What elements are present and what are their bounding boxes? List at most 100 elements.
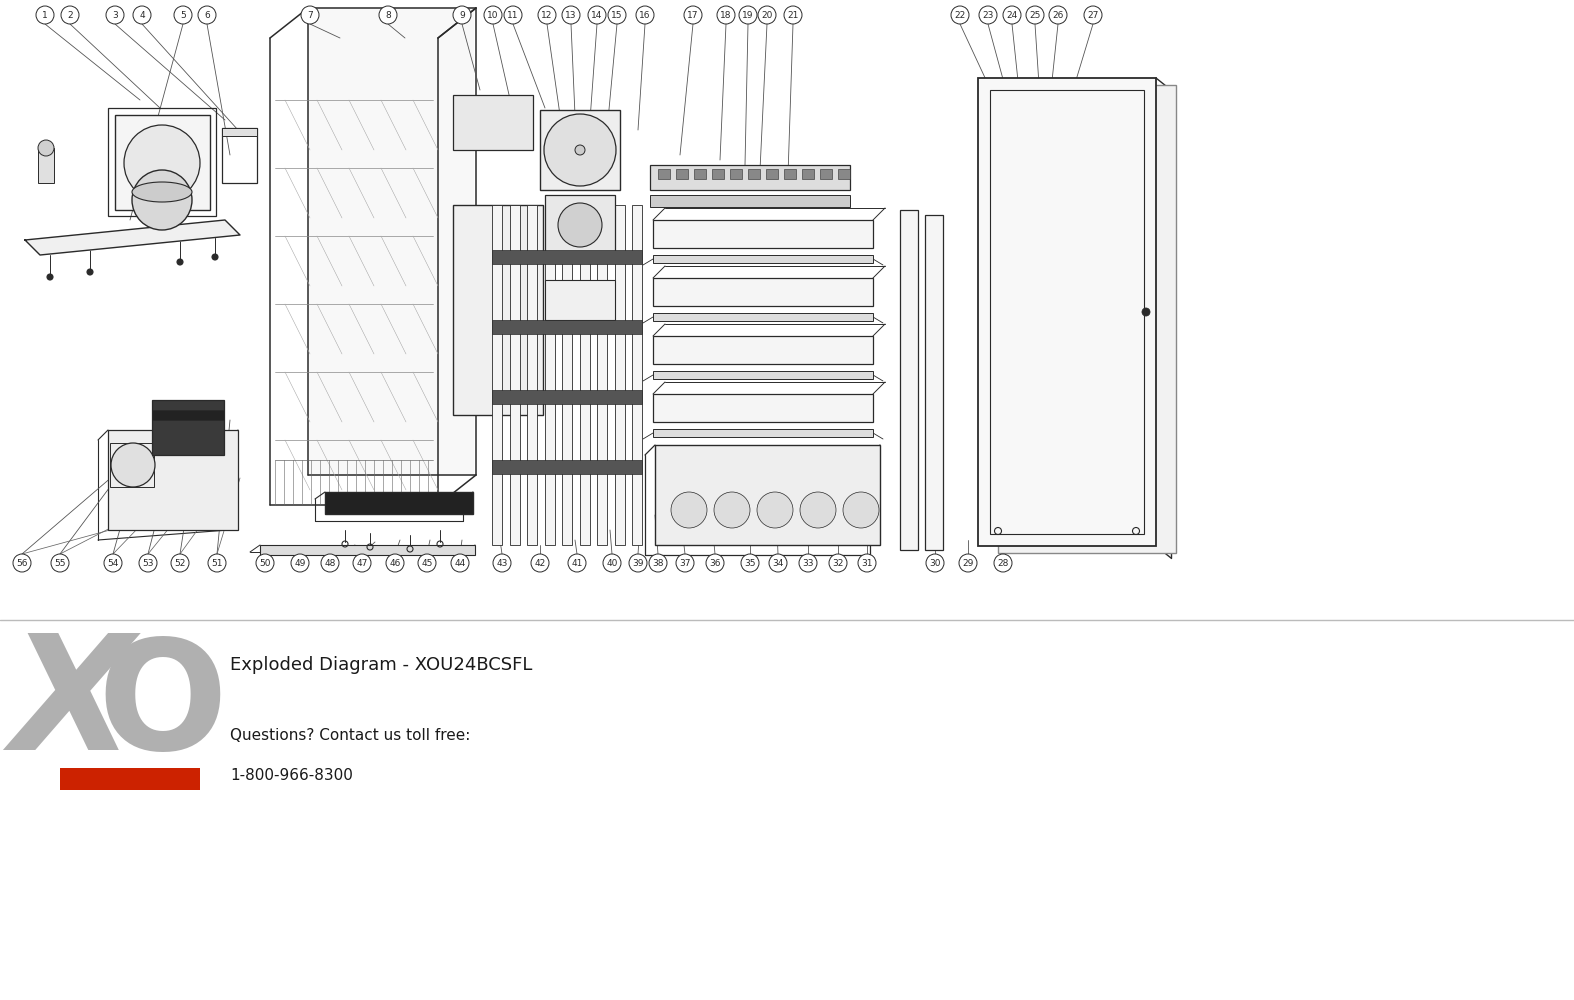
Bar bbox=[579, 205, 590, 545]
Bar bbox=[694, 169, 707, 179]
Circle shape bbox=[61, 6, 79, 24]
Text: 18: 18 bbox=[721, 10, 732, 19]
Circle shape bbox=[800, 554, 817, 572]
Circle shape bbox=[995, 554, 1012, 572]
Text: 1-800-966-8300: 1-800-966-8300 bbox=[230, 768, 353, 782]
Circle shape bbox=[139, 554, 157, 572]
Text: 54: 54 bbox=[107, 558, 118, 568]
Text: 31: 31 bbox=[861, 558, 872, 568]
Bar bbox=[837, 169, 850, 179]
Bar bbox=[650, 165, 850, 190]
Text: 15: 15 bbox=[611, 10, 623, 19]
Text: 43: 43 bbox=[496, 558, 508, 568]
Circle shape bbox=[707, 554, 724, 572]
Circle shape bbox=[386, 554, 405, 572]
Bar bbox=[260, 545, 475, 555]
Circle shape bbox=[858, 554, 877, 572]
Bar bbox=[653, 394, 874, 422]
Circle shape bbox=[38, 140, 54, 156]
Circle shape bbox=[784, 6, 803, 24]
Text: 11: 11 bbox=[507, 10, 519, 19]
Text: 24: 24 bbox=[1006, 10, 1018, 19]
Circle shape bbox=[453, 6, 471, 24]
Circle shape bbox=[562, 6, 579, 24]
Circle shape bbox=[685, 6, 702, 24]
Text: 29: 29 bbox=[962, 558, 974, 568]
Circle shape bbox=[741, 554, 759, 572]
Circle shape bbox=[452, 554, 469, 572]
Ellipse shape bbox=[132, 182, 192, 202]
Bar bbox=[109, 430, 238, 530]
Text: 40: 40 bbox=[606, 558, 617, 568]
Bar bbox=[527, 205, 537, 545]
Circle shape bbox=[715, 492, 749, 528]
Text: 51: 51 bbox=[211, 558, 224, 568]
Circle shape bbox=[559, 203, 601, 247]
Circle shape bbox=[800, 492, 836, 528]
Bar bbox=[493, 390, 642, 404]
Bar bbox=[633, 205, 642, 545]
Bar bbox=[977, 78, 1155, 546]
Bar bbox=[597, 205, 608, 545]
Bar bbox=[658, 169, 671, 179]
Bar bbox=[803, 169, 814, 179]
Circle shape bbox=[1048, 6, 1067, 24]
Text: Questions? Contact us toll free:: Questions? Contact us toll free: bbox=[230, 728, 471, 742]
Bar bbox=[675, 169, 688, 179]
Text: 4: 4 bbox=[139, 10, 145, 19]
Circle shape bbox=[353, 554, 371, 572]
Bar bbox=[615, 205, 625, 545]
Text: 42: 42 bbox=[535, 558, 546, 568]
Text: 53: 53 bbox=[142, 558, 154, 568]
Text: 48: 48 bbox=[324, 558, 335, 568]
Text: 17: 17 bbox=[688, 10, 699, 19]
Circle shape bbox=[608, 6, 626, 24]
Text: 5: 5 bbox=[179, 10, 186, 19]
Text: 55: 55 bbox=[54, 558, 66, 568]
Text: 37: 37 bbox=[680, 558, 691, 568]
Circle shape bbox=[630, 554, 647, 572]
Bar bbox=[653, 429, 874, 437]
Text: 41: 41 bbox=[571, 558, 582, 568]
Circle shape bbox=[50, 554, 69, 572]
Circle shape bbox=[87, 269, 93, 275]
Text: 19: 19 bbox=[743, 10, 754, 19]
Text: 49: 49 bbox=[294, 558, 305, 568]
Text: 26: 26 bbox=[1053, 10, 1064, 19]
Circle shape bbox=[530, 554, 549, 572]
Bar bbox=[545, 280, 615, 320]
Text: 23: 23 bbox=[982, 10, 993, 19]
Circle shape bbox=[212, 254, 219, 260]
Text: 35: 35 bbox=[745, 558, 756, 568]
Polygon shape bbox=[25, 220, 239, 255]
Text: 10: 10 bbox=[488, 10, 499, 19]
Circle shape bbox=[770, 554, 787, 572]
Circle shape bbox=[675, 554, 694, 572]
Circle shape bbox=[321, 554, 338, 572]
Text: Exploded Diagram - XOU24BCSFL: Exploded Diagram - XOU24BCSFL bbox=[230, 656, 532, 674]
Text: 33: 33 bbox=[803, 558, 814, 568]
Bar bbox=[711, 169, 724, 179]
Bar bbox=[153, 410, 224, 420]
Text: 12: 12 bbox=[541, 10, 552, 19]
Bar bbox=[115, 115, 209, 210]
Text: X: X bbox=[11, 628, 134, 782]
Text: 21: 21 bbox=[787, 10, 798, 19]
Circle shape bbox=[124, 125, 200, 201]
Circle shape bbox=[1084, 6, 1102, 24]
Circle shape bbox=[132, 170, 192, 230]
Bar bbox=[730, 169, 741, 179]
Text: 22: 22 bbox=[954, 10, 965, 19]
Text: 3: 3 bbox=[112, 10, 118, 19]
Text: O: O bbox=[98, 634, 227, 782]
Circle shape bbox=[291, 554, 309, 572]
Bar bbox=[545, 205, 556, 545]
Bar bbox=[900, 210, 918, 550]
Bar bbox=[653, 255, 874, 263]
Text: 2: 2 bbox=[68, 10, 72, 19]
Circle shape bbox=[589, 6, 606, 24]
Bar bbox=[653, 313, 874, 321]
Bar bbox=[990, 90, 1144, 534]
Bar bbox=[784, 169, 796, 179]
Circle shape bbox=[718, 6, 735, 24]
